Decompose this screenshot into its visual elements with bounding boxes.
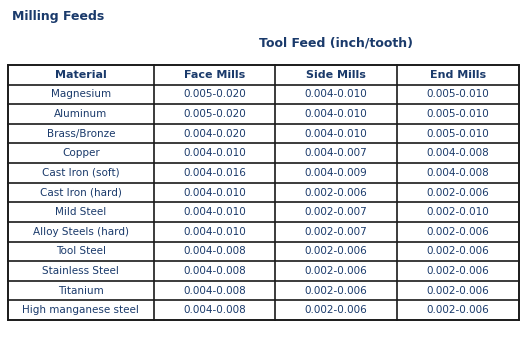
Text: 0.005-0.020: 0.005-0.020: [183, 109, 246, 119]
Text: 0.002-0.006: 0.002-0.006: [426, 188, 489, 198]
Text: Magnesium: Magnesium: [51, 90, 111, 99]
Text: 0.002-0.007: 0.002-0.007: [305, 227, 367, 237]
Text: 0.002-0.006: 0.002-0.006: [426, 227, 489, 237]
Text: 0.005-0.010: 0.005-0.010: [426, 129, 489, 139]
Text: Stainless Steel: Stainless Steel: [42, 266, 119, 276]
Text: Brass/Bronze: Brass/Bronze: [46, 129, 115, 139]
Text: 0.004-0.010: 0.004-0.010: [183, 227, 246, 237]
Bar: [8, 65, 519, 320]
Text: 0.004-0.008: 0.004-0.008: [183, 305, 246, 315]
Text: Cast Iron (hard): Cast Iron (hard): [40, 188, 122, 198]
Text: Tool Feed (inch/tooth): Tool Feed (inch/tooth): [259, 37, 413, 50]
Text: Milling Feeds: Milling Feeds: [12, 10, 104, 23]
Text: 0.004-0.008: 0.004-0.008: [183, 266, 246, 276]
Text: Cast Iron (soft): Cast Iron (soft): [42, 168, 120, 178]
Text: 0.004-0.010: 0.004-0.010: [305, 129, 367, 139]
Text: Material: Material: [55, 70, 106, 80]
Text: 0.004-0.008: 0.004-0.008: [183, 246, 246, 256]
Text: 0.002-0.006: 0.002-0.006: [426, 305, 489, 315]
Text: Side Mills: Side Mills: [306, 70, 366, 80]
Text: 0.002-0.006: 0.002-0.006: [426, 266, 489, 276]
Text: Tool Steel: Tool Steel: [56, 246, 106, 256]
Text: 0.004-0.016: 0.004-0.016: [183, 168, 246, 178]
Text: 0.005-0.020: 0.005-0.020: [183, 90, 246, 99]
Text: 0.005-0.010: 0.005-0.010: [426, 109, 489, 119]
Text: 0.002-0.007: 0.002-0.007: [305, 207, 367, 217]
Text: Mild Steel: Mild Steel: [55, 207, 106, 217]
Text: 0.004-0.020: 0.004-0.020: [183, 129, 246, 139]
Text: 0.004-0.010: 0.004-0.010: [183, 207, 246, 217]
Text: Titanium: Titanium: [58, 286, 104, 296]
Text: 0.002-0.006: 0.002-0.006: [305, 246, 367, 256]
Text: 0.002-0.006: 0.002-0.006: [426, 286, 489, 296]
Text: 0.002-0.006: 0.002-0.006: [305, 305, 367, 315]
Text: 0.002-0.006: 0.002-0.006: [426, 246, 489, 256]
Text: 0.002-0.006: 0.002-0.006: [305, 266, 367, 276]
Text: 0.004-0.007: 0.004-0.007: [305, 148, 367, 158]
Text: Alloy Steels (hard): Alloy Steels (hard): [33, 227, 129, 237]
Text: 0.004-0.009: 0.004-0.009: [305, 168, 367, 178]
Text: Copper: Copper: [62, 148, 100, 158]
Text: 0.002-0.010: 0.002-0.010: [426, 207, 489, 217]
Text: 0.002-0.006: 0.002-0.006: [305, 188, 367, 198]
Text: Aluminum: Aluminum: [54, 109, 108, 119]
Text: Face Mills: Face Mills: [184, 70, 245, 80]
Text: High manganese steel: High manganese steel: [22, 305, 139, 315]
Text: 0.004-0.010: 0.004-0.010: [305, 109, 367, 119]
Text: 0.004-0.010: 0.004-0.010: [183, 148, 246, 158]
Text: 0.004-0.010: 0.004-0.010: [183, 188, 246, 198]
Text: 0.004-0.008: 0.004-0.008: [183, 286, 246, 296]
Text: End Mills: End Mills: [430, 70, 486, 80]
Text: 0.004-0.008: 0.004-0.008: [426, 168, 489, 178]
Text: 0.002-0.006: 0.002-0.006: [305, 286, 367, 296]
Text: 0.005-0.010: 0.005-0.010: [426, 90, 489, 99]
Text: 0.004-0.010: 0.004-0.010: [305, 90, 367, 99]
Text: 0.004-0.008: 0.004-0.008: [426, 148, 489, 158]
